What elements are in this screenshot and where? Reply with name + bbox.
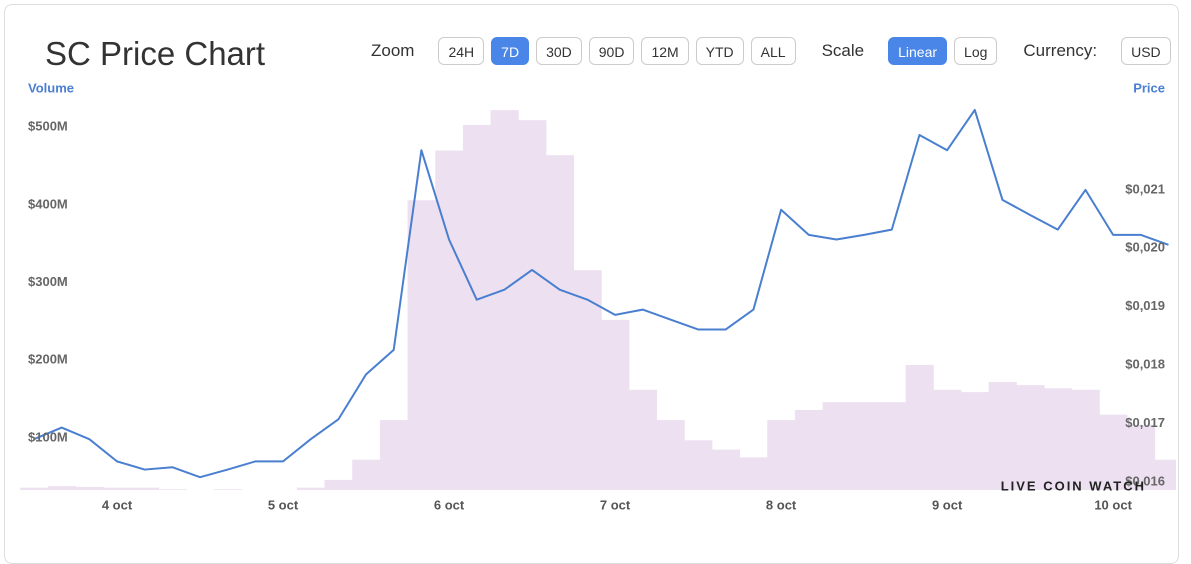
volume-bar [1016,385,1045,490]
volume-bar [1071,389,1100,490]
volume-bar [1043,388,1073,490]
watermark: LIVE COIN WATCH [1001,478,1146,493]
plot [20,108,1176,490]
volume-bar [739,457,768,490]
volume-bar [462,124,492,490]
y2-tick-label: $0,017 [1125,415,1165,430]
volume-bar [573,270,602,490]
currency-label: Currency: [1023,41,1098,60]
x-tick-label: 9 oct [932,497,963,512]
scale-button[interactable]: Log [954,37,998,65]
volume-bar [407,200,436,490]
x-tick-label: 6 oct [434,497,465,512]
volume-bar [1099,414,1128,490]
volume-bar [684,440,713,490]
scale-label: Scale [821,41,865,60]
volume-bar [905,364,934,490]
y-tick-label: $500M [28,119,68,134]
volume-bar [379,420,409,490]
zoom-button[interactable]: 24H [438,37,485,65]
zoom-button[interactable]: ALL [750,37,796,65]
volume-bar [296,487,326,490]
x-tick-label: 4 oct [102,497,133,512]
volume-bar [988,382,1017,490]
y2-tick-label: $0,020 [1125,240,1165,255]
volume-bar [656,420,685,490]
currency-button[interactable]: USD [1121,37,1171,65]
zoom-button[interactable]: 30D [536,37,582,65]
volume-bar [20,487,49,490]
page: {"chart_data": {"type": "bar-line", "tit… [4,4,1191,564]
x-tick-label: 5 oct [268,497,299,512]
scale-button[interactable]: Linear [888,37,948,65]
volume-bar [877,402,907,490]
zoom-label: Zoom [371,41,415,60]
volume-bar [1154,459,1176,490]
zoom-button[interactable]: 12M [641,37,689,65]
volume-bar [518,120,547,490]
volume-bar [213,489,243,490]
volume-bar [103,487,132,490]
volume-bar [794,409,824,490]
y-tick-label: $300M [28,274,68,289]
volume-bar [352,459,381,490]
volume-bar [933,389,962,490]
zoom-button[interactable]: 7D [491,37,530,65]
volume-bar [1126,424,1156,490]
y2-axis-label: Price [1133,80,1165,95]
volume-bar [960,392,990,490]
chart-title: SC Price Chart [45,35,266,72]
volume-bar [822,402,851,490]
controls: Zoom 24H 7D 30D 90D 12M YTD ALL Scale Linear Lo… [371,36,1191,66]
volume-bar [601,319,630,490]
x-tick-label: 8 oct [766,497,797,512]
volume-bar [47,486,77,490]
volume-bar [130,487,160,490]
y2-tick-label: $0,021 [1125,181,1165,196]
volume-bar [711,449,741,490]
volume-bar [545,155,575,490]
price-line [33,108,1169,479]
zoom-group: 24H 7D 30D 90D 12M YTD ALL [438,37,796,65]
y2-tick-label: $0,018 [1125,356,1165,371]
zoom-button[interactable]: YTD [695,37,744,65]
currency-group: USD [1121,37,1171,65]
volume-bar [75,486,104,490]
volume-bar [850,402,879,490]
volume-bar [158,489,187,490]
chart: Volume Price $100M $200M $300M $400M $500M $0… [20,80,1176,512]
y-tick-label: $200M [28,352,68,367]
volume-bar [767,420,796,490]
volume-bar [435,150,464,490]
y-axis-label: Volume [28,80,74,95]
volume-bar [490,110,519,490]
x-tick-label: 10 oct [1094,497,1132,512]
y2-tick-label: $0,016 [1125,473,1165,488]
scale-group: Linear Log [888,37,998,65]
volume-bar [324,479,353,490]
y-tick-label: $400M [28,196,68,211]
zoom-button[interactable]: 90D [588,37,635,65]
y2-tick-label: $0,019 [1125,298,1165,313]
x-tick-label: 7 oct [600,497,631,512]
volume-bar [628,389,658,490]
y-tick-label: $100M [28,429,68,444]
